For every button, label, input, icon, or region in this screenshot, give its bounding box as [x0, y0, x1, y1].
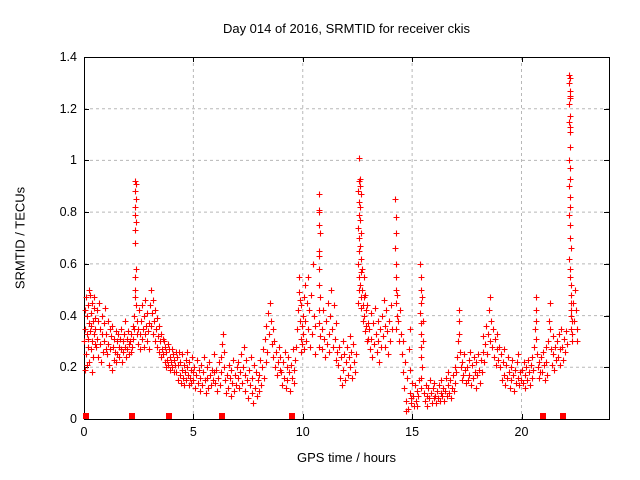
y-tick-label: 0.8 — [59, 205, 77, 220]
x-axis-label: GPS time / hours — [297, 450, 396, 465]
data-points-baseline-flags — [83, 413, 566, 419]
y-tick-label: 1 — [70, 153, 77, 168]
x-tick-label: 20 — [514, 425, 529, 439]
y-tick-label: 0.4 — [59, 308, 77, 323]
tick-marks — [84, 57, 609, 420]
chart-title: Day 014 of 2016, SRMTID for receiver cki… — [222, 21, 471, 36]
grid-lines — [84, 57, 609, 419]
y-axis-label: SRMTID / TECUs — [12, 186, 28, 290]
plot-border — [84, 57, 610, 420]
y-tick-label: 0.2 — [59, 360, 77, 375]
x-tick-label: 0 — [80, 425, 88, 439]
y-tick-label: 1.2 — [59, 101, 77, 116]
data-points-SRMTID — [81, 72, 581, 415]
y-tick-label: 0.6 — [59, 256, 77, 271]
y-tick-label: 1.4 — [59, 50, 77, 64]
x-tick-label: 5 — [189, 425, 197, 439]
x-tick-label: 15 — [405, 425, 420, 439]
x-tick-label: 10 — [295, 425, 310, 439]
y-tick-label: 0 — [70, 412, 77, 426]
